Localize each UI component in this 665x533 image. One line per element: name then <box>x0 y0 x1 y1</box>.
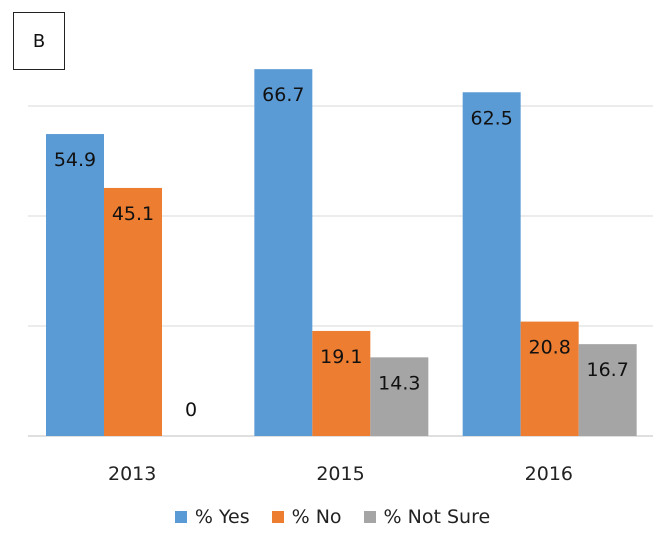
data-label: 20.8 <box>529 337 571 359</box>
bar-no-2015 <box>312 330 371 436</box>
legend-swatch <box>363 511 376 523</box>
legend-label: % No <box>291 506 342 528</box>
data-label: 0 <box>185 399 197 421</box>
legend-label: % Yes <box>194 506 250 528</box>
legend-label: % Not Sure <box>383 506 491 528</box>
bar-not-sure-2015 <box>370 357 429 436</box>
chart-legend: % Yes % No % Not Sure <box>0 506 665 528</box>
bar-chart: 54.9 45.1 0 2013 66.7 19.1 14.3 2015 62.5 20.8 16.… <box>28 69 653 485</box>
bar-yes-2013 <box>46 134 104 437</box>
panel-label: B <box>32 30 46 52</box>
bar-yes-2015 <box>254 69 313 437</box>
data-label: 14.3 <box>378 372 420 394</box>
data-label: 66.7 <box>262 84 304 106</box>
x-tick-label: 2016 <box>525 463 573 485</box>
legend-item: % No <box>271 506 342 528</box>
legend-swatch <box>271 511 284 523</box>
legend-swatch <box>174 511 187 523</box>
data-label: 16.7 <box>587 359 629 381</box>
panel-label-box: B <box>13 12 65 70</box>
data-label: 54.9 <box>54 149 96 171</box>
data-label: 19.1 <box>320 346 362 368</box>
legend-item: % Yes <box>174 506 250 528</box>
bar-no-2016 <box>520 321 579 436</box>
data-label: 62.5 <box>471 107 513 129</box>
bar-no-2013 <box>104 187 162 436</box>
x-tick-label: 2013 <box>108 463 156 485</box>
legend-item: % Not Sure <box>363 506 491 528</box>
data-label: 45.1 <box>112 203 154 225</box>
x-tick-label: 2015 <box>316 463 364 485</box>
bar-yes-2016 <box>462 92 521 436</box>
bar-not-sure-2016 <box>578 344 637 436</box>
